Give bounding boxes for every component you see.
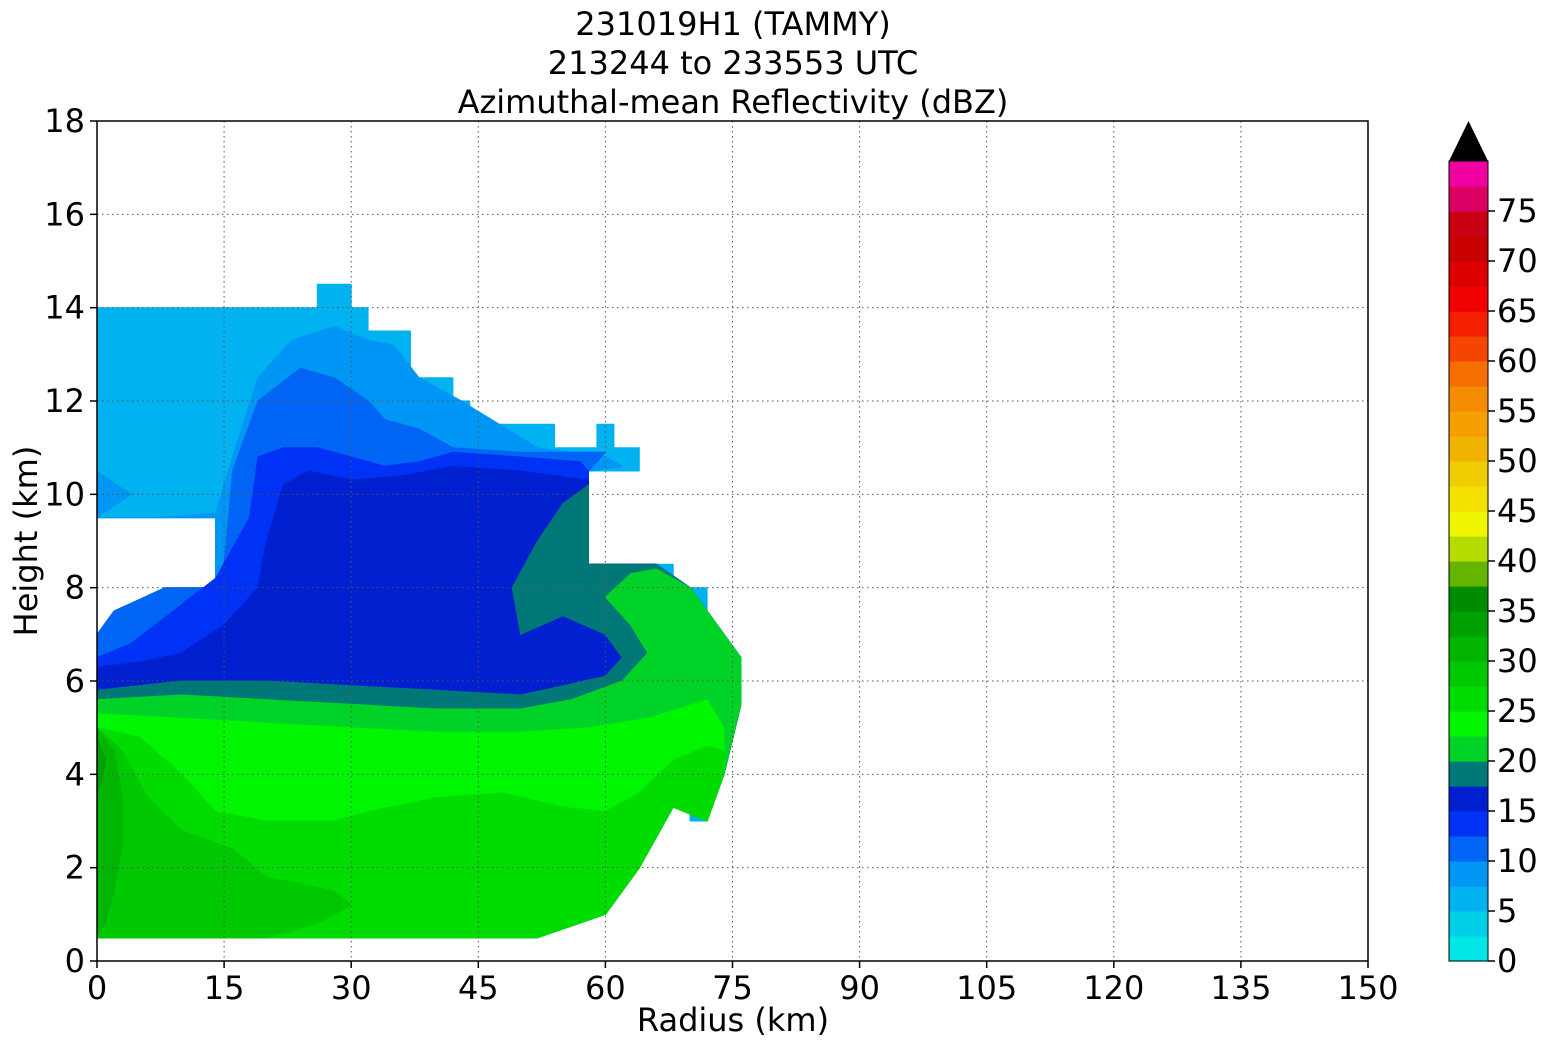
colorbar-tick-label: 30 <box>1497 642 1538 680</box>
colorbar-segment <box>1449 486 1488 512</box>
colorbar-segment <box>1449 161 1488 187</box>
x-axis-ticks: 0 15 30 45 60 75 90 105 120 135 150 <box>87 961 1399 1007</box>
colorbar-tick-label: 15 <box>1497 792 1538 830</box>
colorbar-segment <box>1449 861 1488 887</box>
colorbar-segment <box>1449 211 1488 237</box>
x-axis-label: Radius (km) <box>637 1001 829 1039</box>
y-tick-label: 0 <box>65 942 85 980</box>
colorbar-segment <box>1449 236 1488 262</box>
colorbar-segment <box>1449 561 1488 587</box>
colorbar-ticks: 0 5 10 15 20 25 30 35 40 45 50 55 60 65 70 75 <box>1488 192 1538 980</box>
colorbar-segment <box>1449 261 1488 287</box>
x-tick-label: 30 <box>331 969 372 1007</box>
x-tick-label: 75 <box>712 969 753 1007</box>
title-line-2: 213244 to 233553 UTC <box>548 44 918 82</box>
y-tick-label: 14 <box>44 289 85 327</box>
colorbar-segment <box>1449 461 1488 487</box>
y-tick-label: 2 <box>65 849 85 887</box>
colorbar-segment <box>1449 936 1488 962</box>
x-tick-label: 45 <box>458 969 499 1007</box>
contour-regions <box>97 283 742 939</box>
colorbar-tick-label: 5 <box>1497 892 1517 930</box>
colorbar-tick-label: 10 <box>1497 842 1538 880</box>
colorbar-segment <box>1449 611 1488 637</box>
colorbar-segment <box>1449 311 1488 337</box>
y-tick-label: 16 <box>44 195 85 233</box>
colorbar-segment <box>1449 436 1488 462</box>
colorbar-tick-label: 0 <box>1497 942 1517 980</box>
x-tick-label: 150 <box>1337 969 1398 1007</box>
colorbar-segment <box>1449 661 1488 687</box>
colorbar-segment <box>1449 286 1488 312</box>
x-tick-label: 60 <box>585 969 626 1007</box>
colorbar-segment <box>1449 886 1488 912</box>
title-line-1: 231019H1 (TAMMY) <box>575 5 890 43</box>
colorbar-segment <box>1449 511 1488 537</box>
x-tick-label: 105 <box>956 969 1017 1007</box>
contour-region-27-5 <box>97 727 352 939</box>
y-tick-label: 10 <box>44 475 85 513</box>
x-tick-label: 15 <box>204 969 245 1007</box>
colorbar-tick-label: 70 <box>1497 242 1538 280</box>
colorbar-segment <box>1449 636 1488 662</box>
colorbar-tick-label: 50 <box>1497 442 1538 480</box>
colorbar: 0 5 10 15 20 25 30 35 40 45 50 55 60 65 70 75 <box>1448 121 1538 980</box>
colorbar-segments <box>1449 161 1488 962</box>
y-tick-label: 8 <box>65 569 85 607</box>
colorbar-segment <box>1449 836 1488 862</box>
colorbar-segment <box>1449 811 1488 837</box>
colorbar-tick-label: 25 <box>1497 692 1538 730</box>
colorbar-segment <box>1449 786 1488 812</box>
y-tick-label: 18 <box>44 102 85 140</box>
x-tick-label: 90 <box>839 969 880 1007</box>
x-tick-label: 0 <box>87 969 107 1007</box>
colorbar-segment <box>1449 536 1488 562</box>
colorbar-segment <box>1449 736 1488 762</box>
y-axis-ticks: 0 2 4 6 8 10 12 14 16 18 <box>44 102 97 980</box>
colorbar-tick-label: 60 <box>1497 342 1538 380</box>
contour-region-32-5 <box>97 736 106 799</box>
colorbar-segment <box>1449 186 1488 212</box>
colorbar-segment <box>1449 911 1488 937</box>
chart-title: 231019H1 (TAMMY) 213244 to 233553 UTC Az… <box>458 5 1009 121</box>
x-tick-label: 135 <box>1210 969 1271 1007</box>
grid-lines <box>97 121 1368 961</box>
colorbar-segment <box>1449 361 1488 387</box>
colorbar-segment <box>1449 386 1488 412</box>
y-tick-label: 4 <box>65 755 85 793</box>
y-tick-label: 12 <box>44 382 85 420</box>
y-tick-label: 6 <box>65 662 85 700</box>
colorbar-segment <box>1449 411 1488 437</box>
colorbar-segment <box>1449 711 1488 737</box>
colorbar-tick-label: 35 <box>1497 592 1538 630</box>
colorbar-tick-label: 55 <box>1497 392 1538 430</box>
x-tick-label: 120 <box>1083 969 1144 1007</box>
y-axis-label: Height (km) <box>7 446 45 637</box>
colorbar-tick-label: 65 <box>1497 292 1538 330</box>
colorbar-segment <box>1449 336 1488 362</box>
colorbar-tick-label: 40 <box>1497 542 1538 580</box>
colorbar-tick-label: 75 <box>1497 192 1538 230</box>
plot-area: 0 15 30 45 60 75 90 105 120 135 150 0 2 4 6 8 10 12 14 16 1… <box>44 102 1398 1007</box>
colorbar-segment <box>1449 761 1488 787</box>
colorbar-segment <box>1449 686 1488 712</box>
colorbar-segment <box>1449 586 1488 612</box>
colorbar-tick-label: 20 <box>1497 742 1538 780</box>
title-line-3: Azimuthal-mean Reflectivity (dBZ) <box>458 83 1009 121</box>
colorbar-tick-label: 45 <box>1497 492 1538 530</box>
colorbar-extend-arrow <box>1449 121 1488 161</box>
